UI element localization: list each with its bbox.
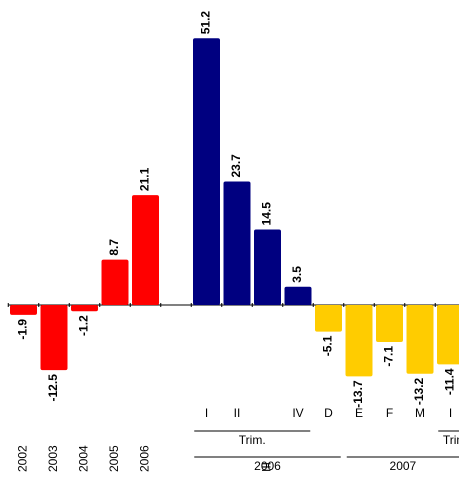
bar [345, 305, 373, 377]
x-tick-label: IV [292, 406, 303, 420]
group-label: 2007 [390, 459, 417, 473]
x-tick-label: 2002 [16, 445, 30, 472]
x-tick-label: 2003 [46, 445, 60, 472]
group-label: Trim [443, 433, 459, 447]
value-label: -7.1 [382, 346, 396, 367]
x-tick-label: II [234, 406, 241, 420]
bar [40, 305, 68, 371]
value-label: -12.5 [46, 374, 60, 402]
bar [406, 305, 434, 374]
x-tick-label: 2004 [77, 445, 91, 472]
value-label: -1.9 [16, 319, 30, 340]
bar [437, 305, 459, 365]
bar [284, 286, 312, 305]
bar [71, 305, 98, 312]
value-label: 23.7 [229, 154, 243, 178]
x-tick-label: I [449, 406, 452, 420]
value-label: -5.1 [321, 335, 335, 356]
value-label: 3.5 [290, 266, 304, 283]
bar [101, 259, 129, 305]
value-label: 51.2 [199, 11, 213, 35]
bar [223, 181, 251, 305]
x-tick-label: 2006 [138, 445, 152, 472]
value-label: -1.2 [77, 315, 91, 336]
x-tick-label: I [205, 406, 208, 420]
x-tick-label: D [324, 406, 333, 420]
x-tick-label: M [415, 406, 425, 420]
x-tick-label: F [386, 406, 393, 420]
value-label: -13.2 [412, 377, 426, 405]
x-tick-label: 2005 [107, 445, 121, 472]
value-label: 14.5 [260, 202, 274, 226]
x-tick-label: E [355, 406, 363, 420]
bar [254, 229, 281, 305]
bar [10, 305, 37, 315]
group-label: 2006 [254, 459, 281, 473]
bar [376, 305, 403, 342]
bar [315, 305, 342, 332]
bar [132, 195, 159, 305]
value-label: -11.4 [443, 368, 457, 395]
value-label: -13.7 [351, 380, 365, 408]
value-label: 8.7 [107, 239, 121, 256]
value-label: 21.1 [138, 167, 152, 191]
group-label: Trim. [239, 433, 266, 447]
bar [193, 38, 220, 306]
x-tick-label: III [260, 462, 274, 472]
